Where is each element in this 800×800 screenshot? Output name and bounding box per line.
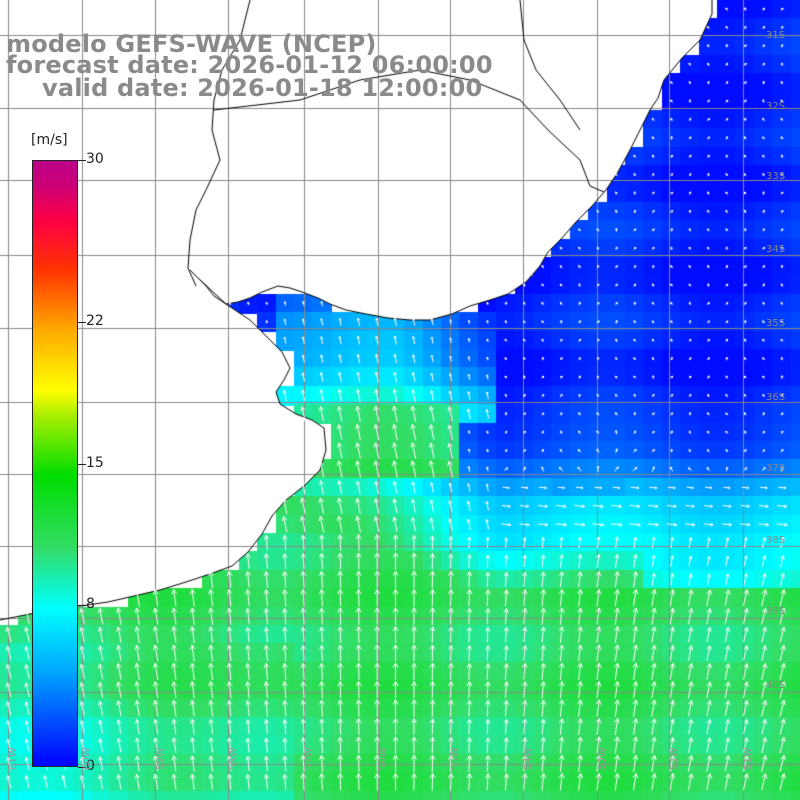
colorbar-tick-label: 0 xyxy=(86,758,95,774)
longitude-label: 54W xyxy=(523,747,534,770)
latitude-label: 31S xyxy=(766,30,786,41)
longitude-label: 55W xyxy=(450,747,461,770)
longitude-label: 57W xyxy=(304,747,315,770)
colorbar-tick-mark xyxy=(78,767,86,768)
colorbar-tick-label: 22 xyxy=(86,313,104,329)
colorbar-tick-label: 8 xyxy=(86,596,95,612)
colorbar xyxy=(32,160,78,767)
latitude-label: 39S xyxy=(766,606,786,617)
latitude-label: 35S xyxy=(766,318,786,329)
longitude-label: 53W xyxy=(597,747,608,770)
colorbar-unit: [m/s] xyxy=(31,132,68,148)
latitude-label: 32S xyxy=(766,101,786,112)
colorbar-tick-mark xyxy=(78,605,86,606)
colorbar-tick-label: 15 xyxy=(86,455,104,471)
longitude-label: 58W xyxy=(228,747,239,770)
latitude-label: 38S xyxy=(766,535,786,546)
latitude-label: 34S xyxy=(766,244,786,255)
colorbar-tick-mark xyxy=(78,322,86,323)
forecast-date: forecast date: 2026-01-12 06:00:00 xyxy=(6,51,493,79)
latitude-label: 40S xyxy=(766,680,786,691)
longitude-label: 56W xyxy=(378,747,389,770)
longitude-label: 60W xyxy=(82,747,93,770)
colorbar-tick-mark xyxy=(78,464,86,465)
colorbar-tick-label: 30 xyxy=(86,151,104,167)
latitude-label: 36S xyxy=(766,392,786,403)
longitude-label: 61W xyxy=(8,747,19,770)
latitude-label: 37S xyxy=(766,463,786,474)
latitude-label: 33S xyxy=(766,171,786,182)
colorbar-tick-mark xyxy=(78,160,86,161)
longitude-label: 59W xyxy=(155,747,166,770)
longitude-label: 51W xyxy=(743,747,754,770)
map-title: modelo GEFS-WAVE (NCEP) xyxy=(6,30,377,58)
valid-date: valid date: 2026-01-18 12:00:00 xyxy=(42,74,483,102)
longitude-label: 52W xyxy=(669,747,680,770)
